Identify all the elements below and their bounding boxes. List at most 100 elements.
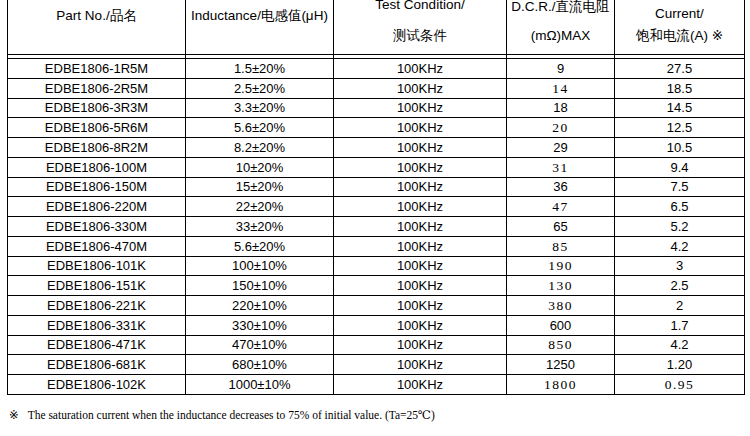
spec-table: Part No./品名 Inductance/电感值(μH) Test Cond… [7, 0, 745, 395]
footnote-text: The saturation current when the inductan… [28, 409, 435, 421]
current-cell: 14.5 [615, 99, 745, 119]
inductance-cell: 5.6±20% [186, 237, 334, 257]
dcr-cell: 20 [507, 118, 615, 138]
dcr-cell: 600 [507, 316, 615, 336]
dcr-cell: 47 [507, 197, 615, 217]
test-condition-cell: 100KHz [334, 59, 507, 79]
current-cell: 1.20 [615, 355, 745, 375]
test-condition-cell: 100KHz [334, 99, 507, 119]
inductance-cell: 1.5±20% [186, 59, 334, 79]
header-current-line2: 饱和电流(A) ※ [615, 28, 744, 43]
part-no-cell: EDBE1806-470M [8, 237, 186, 257]
current-cell: 2.5 [615, 276, 745, 296]
test-condition-cell: 100KHz [334, 257, 507, 277]
test-condition-cell: 100KHz [334, 178, 507, 198]
test-condition-cell: 100KHz [334, 158, 507, 178]
inductance-cell: 5.6±20% [186, 118, 334, 138]
dcr-cell: 130 [507, 276, 615, 296]
part-no-cell: EDBE1806-331K [8, 316, 186, 336]
dcr-cell: 1800 [507, 375, 615, 395]
inductance-cell: 2.5±20% [186, 79, 334, 99]
header-part-no: Part No./品名 [8, 0, 186, 55]
dcr-cell: 36 [507, 178, 615, 198]
part-no-cell: EDBE1806-8R2M [8, 138, 186, 158]
current-cell: 0.95 [615, 375, 745, 395]
inductance-cell: 100±10% [186, 257, 334, 277]
part-no-cell: EDBE1806-102K [8, 375, 186, 395]
test-condition-cell: 100KHz [334, 138, 507, 158]
part-no-cell: EDBE1806-100M [8, 158, 186, 178]
current-cell: 12.5 [615, 118, 745, 138]
dcr-cell: 850 [507, 336, 615, 356]
part-no-cell: EDBE1806-150M [8, 178, 186, 198]
header-inductance: Inductance/电感值(μH) [186, 0, 334, 55]
inductance-cell: 8.2±20% [186, 138, 334, 158]
inductance-cell: 33±20% [186, 217, 334, 237]
current-cell: 10.5 [615, 138, 745, 158]
inductance-cell: 330±10% [186, 316, 334, 336]
part-no-cell: EDBE1806-1R5M [8, 59, 186, 79]
test-condition-cell: 100KHz [334, 296, 507, 316]
datasheet-page: Part No./品名 Inductance/电感值(μH) Test Cond… [0, 0, 750, 436]
header-dcr-line2: (mΩ)MAX [507, 28, 614, 43]
test-condition-cell: 100KHz [334, 276, 507, 296]
header-part-no-label: Part No./品名 [8, 8, 185, 23]
test-condition-cell: 100KHz [334, 355, 507, 375]
header-dcr-line1: D.C.R./直流电阻 [507, 0, 614, 14]
header-inductance-label: Inductance/电感值(μH) [186, 8, 333, 23]
inductance-cell: 150±10% [186, 276, 334, 296]
current-cell: 5.2 [615, 217, 745, 237]
test-condition-cell: 100KHz [334, 118, 507, 138]
dcr-cell: 380 [507, 296, 615, 316]
inductance-cell: 1000±10% [186, 375, 334, 395]
inductance-cell: 22±20% [186, 197, 334, 217]
test-condition-cell: 100KHz [334, 336, 507, 356]
current-cell: 1.7 [615, 316, 745, 336]
inductance-cell: 15±20% [186, 178, 334, 198]
test-condition-cell: 100KHz [334, 79, 507, 99]
footnote-reference-mark: ※ [9, 409, 19, 421]
header-test-condition-line1: Test Condition/ [334, 0, 506, 12]
dcr-cell: 85 [507, 237, 615, 257]
test-condition-cell: 100KHz [334, 217, 507, 237]
dcr-cell: 190 [507, 257, 615, 277]
part-no-cell: EDBE1806-5R6M [8, 118, 186, 138]
current-cell: 4.2 [615, 237, 745, 257]
current-cell: 7.5 [615, 178, 745, 198]
header-current: Current/ 饱和电流(A) ※ [615, 0, 745, 55]
current-cell: 9.4 [615, 158, 745, 178]
part-no-cell: EDBE1806-101K [8, 257, 186, 277]
dcr-cell: 1250 [507, 355, 615, 375]
current-cell: 4.2 [615, 336, 745, 356]
part-no-cell: EDBE1806-220M [8, 197, 186, 217]
inductance-cell: 3.3±20% [186, 99, 334, 119]
inductance-cell: 10±20% [186, 158, 334, 178]
header-dcr: D.C.R./直流电阻 (mΩ)MAX [507, 0, 615, 55]
footnote: ※ The saturation current when the inducta… [9, 408, 435, 422]
part-no-cell: EDBE1806-151K [8, 276, 186, 296]
inductance-cell: 220±10% [186, 296, 334, 316]
header-test-condition-line2: 测试条件 [334, 28, 506, 43]
inductance-cell: 680±10% [186, 355, 334, 375]
part-no-cell: EDBE1806-221K [8, 296, 186, 316]
header-current-line1: Current/ [615, 6, 744, 21]
current-cell: 2 [615, 296, 745, 316]
current-cell: 3 [615, 257, 745, 277]
current-cell: 6.5 [615, 197, 745, 217]
test-condition-cell: 100KHz [334, 316, 507, 336]
dcr-cell: 9 [507, 59, 615, 79]
test-condition-cell: 100KHz [334, 237, 507, 257]
part-no-cell: EDBE1806-681K [8, 355, 186, 375]
inductance-cell: 470±10% [186, 336, 334, 356]
part-no-cell: EDBE1806-2R5M [8, 79, 186, 99]
dcr-cell: 18 [507, 99, 615, 119]
test-condition-cell: 100KHz [334, 197, 507, 217]
part-no-cell: EDBE1806-330M [8, 217, 186, 237]
dcr-cell: 31 [507, 158, 615, 178]
current-cell: 27.5 [615, 59, 745, 79]
header-test-condition: Test Condition/ 测试条件 [334, 0, 507, 55]
part-no-cell: EDBE1806-471K [8, 336, 186, 356]
test-condition-cell: 100KHz [334, 375, 507, 395]
current-cell: 18.5 [615, 79, 745, 99]
dcr-cell: 65 [507, 217, 615, 237]
